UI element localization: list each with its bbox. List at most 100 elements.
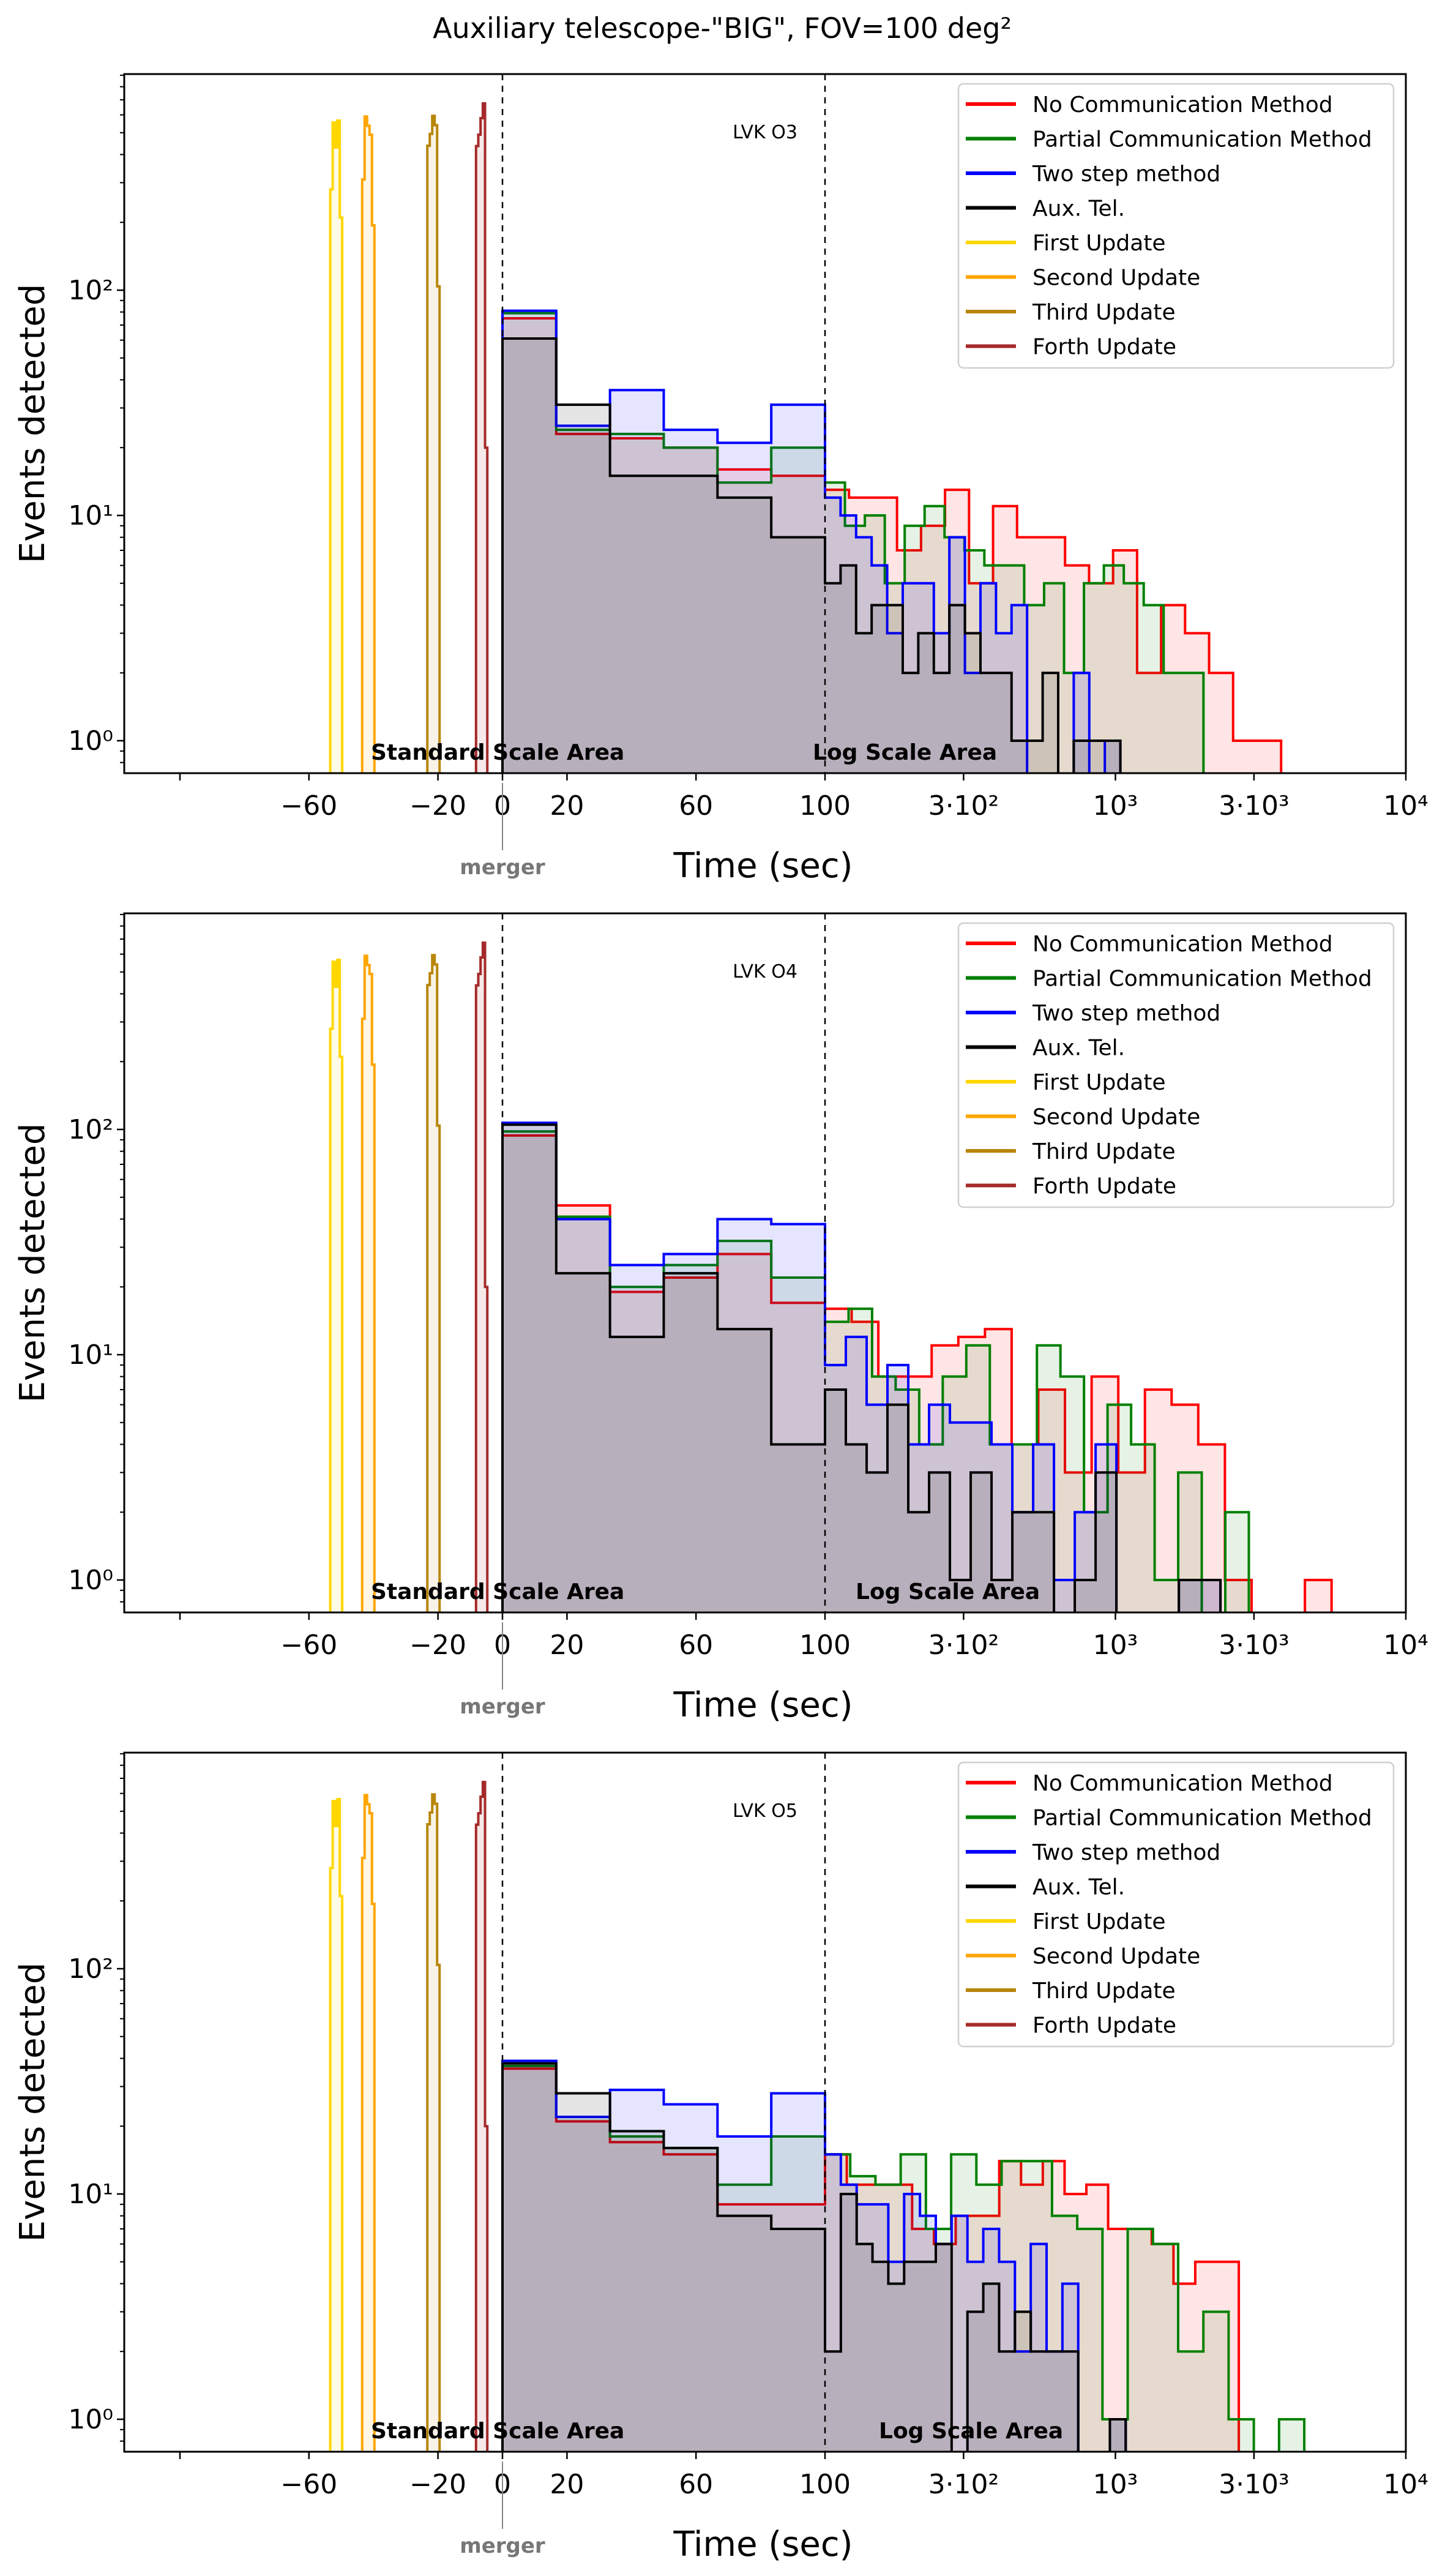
y-tick-label: 10⁰ xyxy=(68,2404,113,2435)
plot-area xyxy=(329,102,1283,773)
figure-title: Auxiliary telescope-"BIG", FOV=100 deg² xyxy=(433,12,1012,45)
x-tick-label: −60 xyxy=(280,2469,337,2500)
y-tick-label: 10⁰ xyxy=(68,725,113,757)
axes-frame xyxy=(123,1751,1407,2453)
legend-box xyxy=(957,922,1395,1208)
aux-hist-line xyxy=(501,2062,1127,2452)
legend: No Communication Method Partial Communica… xyxy=(957,1761,1395,2048)
aux-hist-fill xyxy=(502,338,1121,773)
merger-label: merger xyxy=(460,1694,545,1719)
legend-label-forth: Forth Update xyxy=(1032,335,1176,360)
first-update-hist-line xyxy=(329,958,344,1612)
forth-update-hist-line xyxy=(474,102,489,773)
partial-hist-line xyxy=(501,312,1205,773)
x-tick-label: 60 xyxy=(679,2469,713,2500)
legend-label-forth: Forth Update xyxy=(1032,2013,1176,2039)
first-update-hist-fill xyxy=(330,959,343,1612)
merger-label: merger xyxy=(460,2534,545,2558)
legend-label-first: First Update xyxy=(1032,1070,1166,1095)
second-update-hist-line xyxy=(360,1794,376,2452)
x-axis-label: Time (sec) xyxy=(673,2525,853,2564)
y-tick-label: 10¹ xyxy=(68,500,113,531)
legend-label-aux: Aux. Tel. xyxy=(1032,1036,1125,1061)
log-scale-label: Log Scale Area xyxy=(813,740,997,765)
x-axis-label: Time (sec) xyxy=(673,1685,853,1725)
two_step-hist-fill xyxy=(502,2061,1126,2452)
legend-label-no_comm: No Communication Method xyxy=(1032,92,1333,118)
run-label: LVK O3 xyxy=(733,122,797,143)
legend-label-third: Third Update xyxy=(1032,1139,1176,1164)
x-tick-label: 10³ xyxy=(1093,790,1138,822)
y-tick-label: 10¹ xyxy=(68,1339,113,1371)
x-tick-label: 100 xyxy=(799,790,851,822)
legend-label-two_step: Two step method xyxy=(1032,1840,1220,1865)
log-scale-label: Log Scale Area xyxy=(856,1579,1040,1604)
y-tick-label: 10¹ xyxy=(68,2179,113,2210)
third-update-hist-line xyxy=(426,954,441,1612)
x-tick-label: 10³ xyxy=(1093,1630,1138,1661)
x-tick-label: 3·10² xyxy=(928,2469,999,2500)
y-tick-label: 10⁰ xyxy=(68,1565,113,1596)
legend-label-second: Second Update xyxy=(1032,1944,1200,1969)
x-tick-label: −60 xyxy=(280,790,337,822)
merger-label: merger xyxy=(460,855,545,880)
legend-label-two_step: Two step method xyxy=(1032,162,1220,187)
x-tick-label: 3·10² xyxy=(928,790,999,822)
legend-label-aux: Aux. Tel. xyxy=(1032,197,1125,222)
aux-hist-line xyxy=(501,1123,1222,1612)
panels: −60 −20 0 20 60 100 3·10² 10³ 3·10³ 10⁴10⁰10¹10²E… xyxy=(13,73,1428,2564)
second-update-hist-fill xyxy=(362,956,375,1612)
aux-hist-fill xyxy=(502,2063,1126,2452)
aux-hist-fill xyxy=(502,1125,1221,1612)
legend-label-two_step: Two step method xyxy=(1032,1001,1220,1026)
y-axis-label: Events detected xyxy=(13,1963,53,2242)
aux-hist-line xyxy=(501,337,1122,773)
legend-label-second: Second Update xyxy=(1032,1105,1200,1130)
y-tick-label: 10² xyxy=(68,1114,113,1145)
x-tick-label: 60 xyxy=(679,790,713,822)
second-update-hist-fill xyxy=(362,1795,375,2452)
run-label: LVK O4 xyxy=(733,961,797,983)
standard-scale-label: Standard Scale Area xyxy=(371,1579,624,1604)
x-tick-label: 3·10³ xyxy=(1219,2469,1290,2500)
x-tick-label: 60 xyxy=(679,1630,713,1661)
x-tick-label: 10⁴ xyxy=(1383,1630,1428,1661)
legend-label-second: Second Update xyxy=(1032,266,1200,291)
x-axis-label: Time (sec) xyxy=(673,846,853,886)
panel-1: −60 −20 0 20 60 100 3·10² 10³ 3·10³ 10⁴10⁰10¹10²E… xyxy=(13,73,1428,886)
third-update-hist-line xyxy=(426,114,441,773)
legend-label-first: First Update xyxy=(1032,1909,1166,1934)
no_comm-hist-fill xyxy=(502,318,1282,773)
legend-label-third: Third Update xyxy=(1032,1979,1176,2004)
x-tick-label: 20 xyxy=(550,2469,584,2500)
legend-label-partial: Partial Communication Method xyxy=(1032,967,1372,992)
run-label: LVK O5 xyxy=(733,1800,797,1822)
x-tick-label: −20 xyxy=(409,1630,466,1661)
standard-scale-label: Standard Scale Area xyxy=(371,2419,624,2444)
legend-label-partial: Partial Communication Method xyxy=(1032,127,1372,152)
two_step-hist-fill xyxy=(502,310,1121,773)
axes-frame xyxy=(123,912,1407,1614)
y-axis-label: Events detected xyxy=(13,284,53,564)
x-tick-label: 3·10² xyxy=(928,1630,999,1661)
no_comm-hist-fill xyxy=(502,1135,1332,1612)
y-axis-label: Events detected xyxy=(13,1123,53,1403)
forth-update-hist-line xyxy=(474,942,489,1612)
legend-label-partial: Partial Communication Method xyxy=(1032,1806,1372,1831)
y-tick-label: 10² xyxy=(68,1953,113,1985)
no_comm-hist-fill xyxy=(502,2069,1239,2452)
legend-label-forth: Forth Update xyxy=(1032,1174,1176,1199)
plot-area xyxy=(329,942,1333,1612)
second-update-hist-line xyxy=(360,954,376,1612)
first-update-hist-fill xyxy=(330,120,343,773)
legend-label-no_comm: No Communication Method xyxy=(1032,1771,1333,1796)
legend-label-third: Third Update xyxy=(1032,300,1176,325)
two_step-hist-fill xyxy=(502,1123,1221,1612)
x-tick-label: −60 xyxy=(280,1630,337,1661)
x-tick-label: −20 xyxy=(409,790,466,822)
x-tick-label: 3·10³ xyxy=(1219,790,1290,822)
legend: No Communication Method Partial Communica… xyxy=(957,922,1395,1208)
x-tick-label: 100 xyxy=(799,1630,851,1661)
